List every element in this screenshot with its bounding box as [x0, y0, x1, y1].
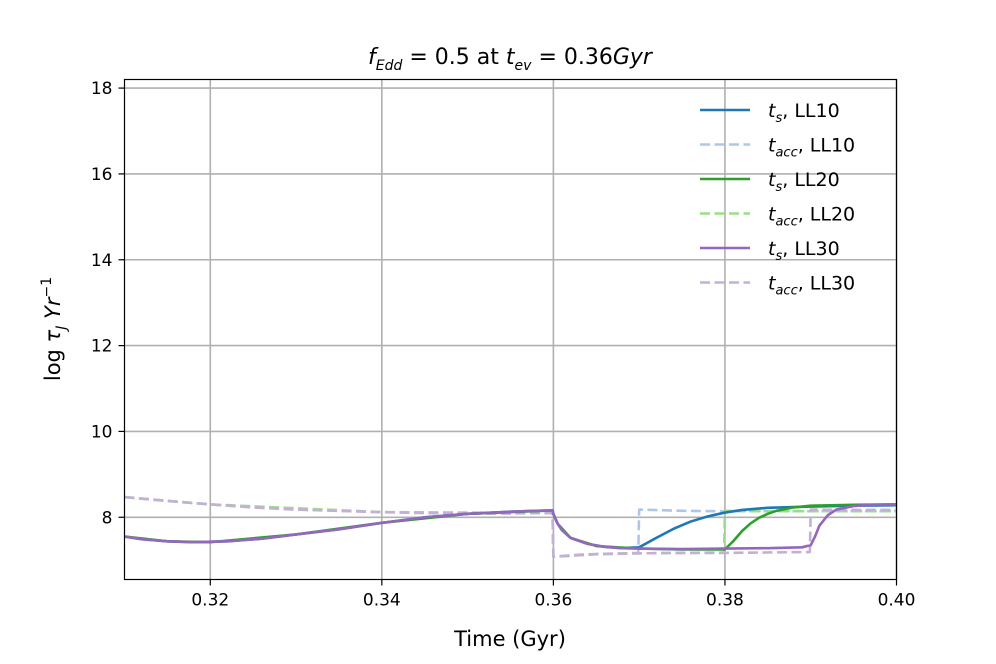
x-tick-label: 0.32 — [191, 591, 229, 611]
legend-label: ts, LL20 — [768, 169, 840, 195]
x-tick-label: 0.36 — [534, 591, 572, 611]
x-tick-label: 0.34 — [363, 591, 401, 611]
y-tick-label: 12 — [91, 337, 113, 357]
series-line-5 — [124, 503, 897, 551]
x-tick-label: 0.40 — [878, 591, 916, 611]
legend: ts, LL10 tacc, LL10 ts, LL20 tacc, LL20 ts, … — [700, 100, 855, 299]
x-tick-label: 0.38 — [706, 591, 744, 611]
plot-frame — [123, 78, 898, 581]
legend-label: ts, LL30 — [768, 238, 840, 264]
legend-label: tacc, LL20 — [768, 204, 855, 230]
legend-label: ts, LL10 — [768, 100, 840, 126]
y-tick-label: 10 — [91, 422, 113, 442]
legend-label: tacc, LL30 — [768, 273, 855, 299]
y-tick-label: 18 — [91, 79, 113, 99]
y-tick-label: 14 — [91, 251, 113, 271]
legend-label: tacc, LL10 — [768, 135, 855, 161]
series-layer — [124, 495, 897, 559]
y-tick-label: 16 — [91, 165, 113, 185]
chart-title: fEdd = 0.5 at tev = 0.36Gyr — [368, 45, 654, 74]
x-axis-label: Time (Gyr) — [453, 627, 566, 651]
y-axis: 8 10 12 14 16 18 — [91, 79, 125, 528]
y-tick-label: 8 — [102, 508, 113, 528]
x-axis: 0.32 0.34 0.36 0.38 0.40 — [191, 579, 916, 611]
y-axis-label: log τJ Yr−1 — [39, 277, 70, 381]
